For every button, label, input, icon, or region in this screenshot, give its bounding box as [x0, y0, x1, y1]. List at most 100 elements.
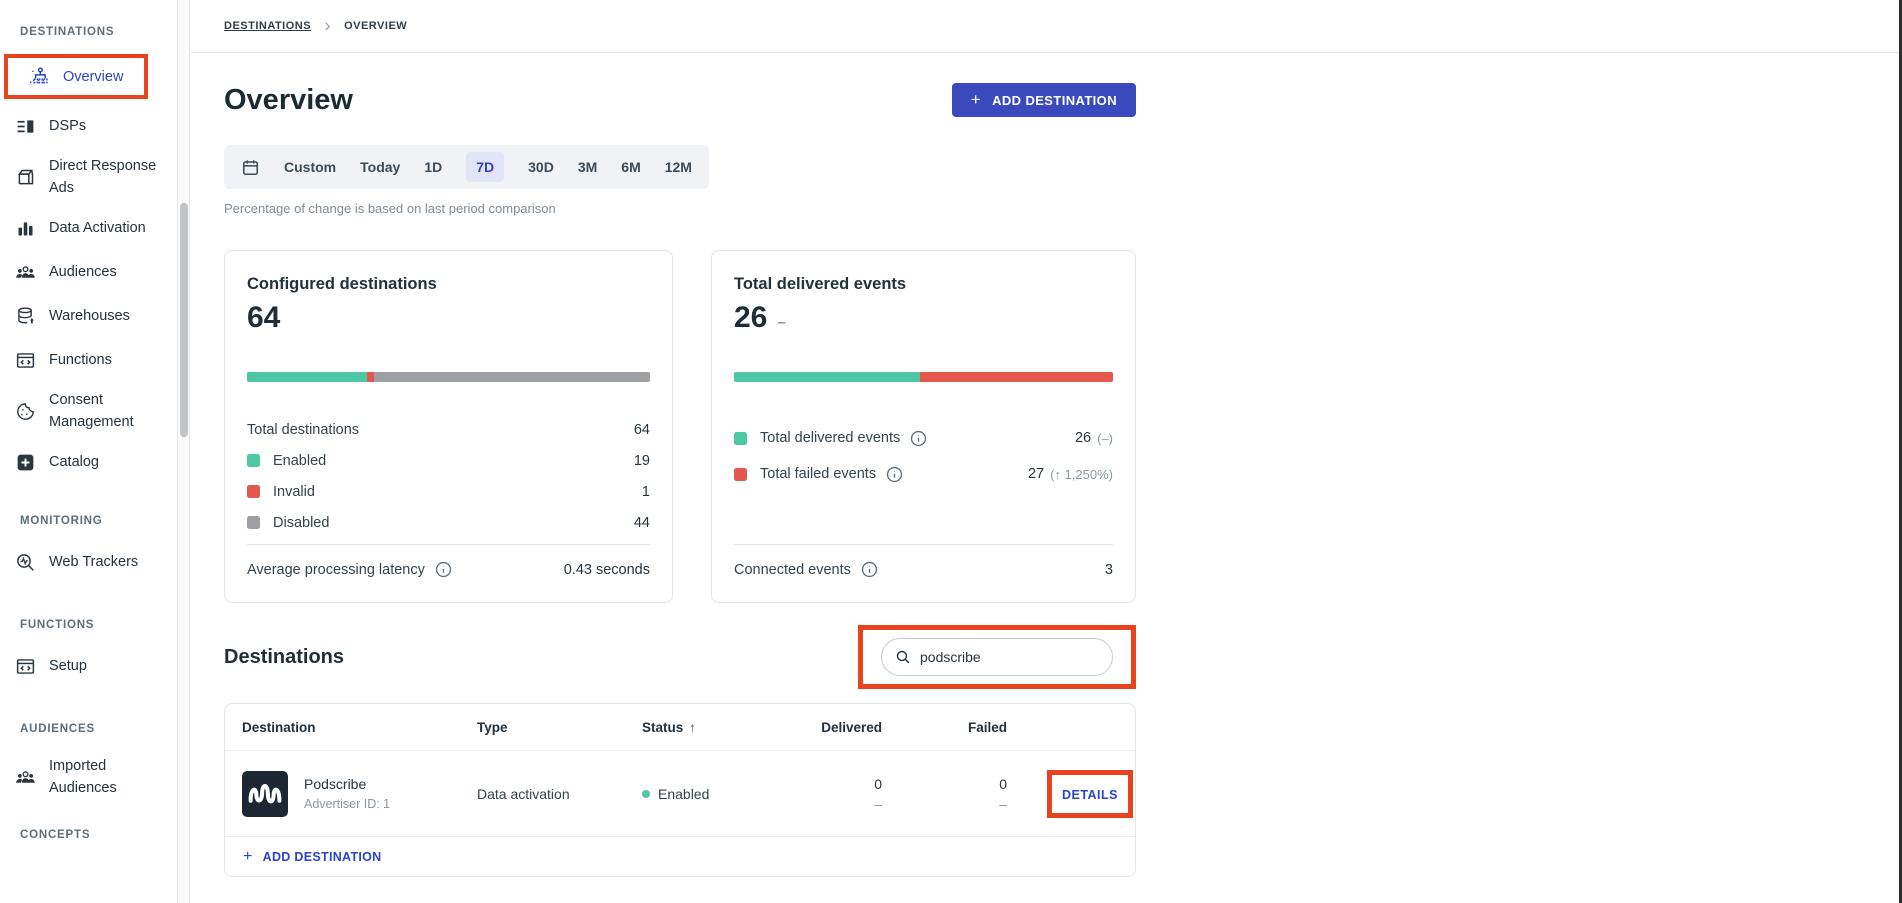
- stat-value: 44: [633, 514, 650, 531]
- sidebar-item-data-activation[interactable]: Data Activation: [14, 215, 177, 241]
- table-row-podscribe[interactable]: Podscribe Advertiser ID: 1 Data activati…: [225, 750, 1135, 836]
- column-header-type: Type: [477, 719, 508, 735]
- delivered-count: 0: [874, 775, 882, 792]
- stat-label: Connected events: [734, 561, 851, 578]
- destinations-section-title: Destinations: [224, 645, 345, 668]
- time-option-custom[interactable]: Custom: [284, 159, 337, 175]
- page-title: Overview: [224, 83, 353, 116]
- main-content: DESTINATIONS OVERVIEW Overview + ADD DES…: [191, 0, 1899, 903]
- breadcrumb: DESTINATIONS OVERVIEW: [191, 0, 1899, 53]
- configured-destinations-card: Configured destinations 64 Total destina…: [224, 250, 673, 603]
- bar-segment-delivered: [734, 372, 921, 382]
- destinations-search[interactable]: [881, 638, 1113, 676]
- sidebar-item-setup[interactable]: Setup: [14, 653, 177, 679]
- time-option-12m[interactable]: 12M: [664, 159, 692, 175]
- sidebar-item-overview[interactable]: Overview: [28, 64, 123, 90]
- divider: [247, 544, 650, 545]
- sidebar-item-label: Imported Audiences: [49, 758, 117, 796]
- sidebar-item-direct-response-ads[interactable]: Direct Response Ads: [14, 155, 177, 199]
- plus-icon: +: [243, 847, 253, 865]
- sidebar-scrollbar-thumb[interactable]: [179, 203, 188, 437]
- info-icon[interactable]: [435, 561, 452, 578]
- time-option-today[interactable]: Today: [360, 159, 401, 175]
- add-destination-button-label: ADD DESTINATION: [992, 92, 1117, 108]
- stat-row-disabled: Disabled 44: [247, 507, 650, 538]
- add-destination-button[interactable]: + ADD DESTINATION: [951, 83, 1136, 117]
- details-button[interactable]: DETAILS: [1061, 787, 1118, 802]
- stat-value: 27: [1027, 466, 1045, 482]
- breadcrumb-current: OVERVIEW: [344, 20, 408, 32]
- people-icon: [14, 766, 36, 788]
- search-input[interactable]: [920, 649, 1099, 665]
- destinations-status-bar: [247, 372, 650, 382]
- sort-ascending-icon[interactable]: ↑: [689, 719, 697, 735]
- connected-events-row: Connected events 3: [734, 545, 1113, 578]
- delivered-total-change: –: [777, 314, 786, 331]
- table-add-destination-link[interactable]: + ADD DESTINATION: [225, 836, 1135, 876]
- sidebar-section-concepts: CONCEPTS: [20, 829, 91, 841]
- sidebar-item-dsps[interactable]: DSPs: [14, 113, 177, 139]
- delivered-swatch: [734, 431, 747, 445]
- sidebar-section-audiences: AUDIENCES: [20, 723, 95, 735]
- code-window-icon: [14, 655, 36, 677]
- sidebar: DESTINATIONS Overview: [0, 0, 177, 903]
- sidebar-item-label: Setup: [49, 658, 87, 674]
- time-option-6m[interactable]: 6M: [621, 159, 641, 175]
- plus-icon: +: [970, 90, 982, 109]
- time-option-3m[interactable]: 3M: [577, 159, 598, 175]
- bar-segment-disabled: [373, 372, 650, 382]
- sidebar-item-label: Data Activation: [49, 220, 146, 236]
- info-icon[interactable]: [861, 561, 878, 578]
- bar-segment-invalid: [366, 372, 374, 382]
- stat-value: 0.43 seconds: [563, 561, 650, 578]
- card-title: Configured destinations: [247, 275, 437, 293]
- time-option-1d[interactable]: 1D: [424, 159, 443, 175]
- events-status-bar: [734, 372, 1113, 382]
- sidebar-section-destinations: DESTINATIONS: [20, 26, 115, 38]
- info-icon[interactable]: [886, 466, 903, 483]
- stat-label: Disabled: [273, 514, 330, 531]
- sidebar-item-label: Functions: [49, 352, 112, 368]
- dsp-list-icon: [14, 115, 36, 137]
- stat-value: 3: [1104, 561, 1113, 578]
- sidebar-item-label: Audiences: [49, 264, 117, 280]
- breadcrumb-destinations-link[interactable]: DESTINATIONS: [224, 20, 312, 32]
- sidebar-item-web-trackers[interactable]: Web Trackers: [14, 549, 177, 575]
- plus-square-icon: [14, 451, 36, 473]
- failed-swatch: [734, 467, 747, 481]
- sidebar-scrollbar-track: [177, 0, 190, 903]
- sidebar-item-warehouses[interactable]: Warehouses: [14, 303, 177, 329]
- stat-value: 19: [633, 452, 650, 469]
- table-header-row: Destination Type Status ↑ Delivered Faile…: [225, 704, 1135, 750]
- code-window-icon: [14, 349, 36, 371]
- status-dot-icon: [642, 789, 650, 798]
- time-option-7d[interactable]: 7D: [466, 152, 505, 182]
- sidebar-item-imported-audiences[interactable]: Imported Audiences: [14, 755, 177, 799]
- column-header-status[interactable]: Status ↑: [642, 720, 762, 735]
- avg-latency-row: Average processing latency 0.43 seconds: [247, 545, 650, 578]
- disabled-swatch: [247, 516, 260, 529]
- enabled-swatch: [247, 454, 260, 467]
- invalid-swatch: [247, 485, 260, 498]
- info-icon[interactable]: [910, 430, 927, 447]
- stat-value: 26: [1074, 430, 1092, 446]
- time-option-30d[interactable]: 30D: [528, 159, 554, 175]
- sidebar-item-consent-management[interactable]: Consent Management: [14, 389, 177, 433]
- sidebar-item-audiences[interactable]: Audiences: [14, 259, 177, 285]
- sidebar-item-catalog[interactable]: Catalog: [14, 449, 177, 475]
- failed-count: 0: [999, 775, 1007, 792]
- destination-name: Podscribe: [304, 776, 367, 792]
- sidebar-section-functions: FUNCTIONS: [20, 619, 95, 631]
- sidebar-item-label: Overview: [63, 68, 124, 85]
- stat-label: Invalid: [273, 483, 315, 500]
- sidebar-item-functions[interactable]: Functions: [14, 347, 177, 373]
- failed-change: –: [999, 795, 1007, 812]
- sidebar-item-label: Consent Management: [49, 392, 134, 430]
- bar-segment-failed: [920, 372, 1113, 382]
- sidebar-section-monitoring: MONITORING: [20, 515, 103, 527]
- stat-value: 1: [641, 483, 650, 500]
- stat-label: Enabled: [273, 452, 327, 469]
- calendar-icon[interactable]: [241, 158, 260, 177]
- comparison-note: Percentage of change is based on last pe…: [224, 201, 556, 216]
- podscribe-logo: [242, 770, 288, 817]
